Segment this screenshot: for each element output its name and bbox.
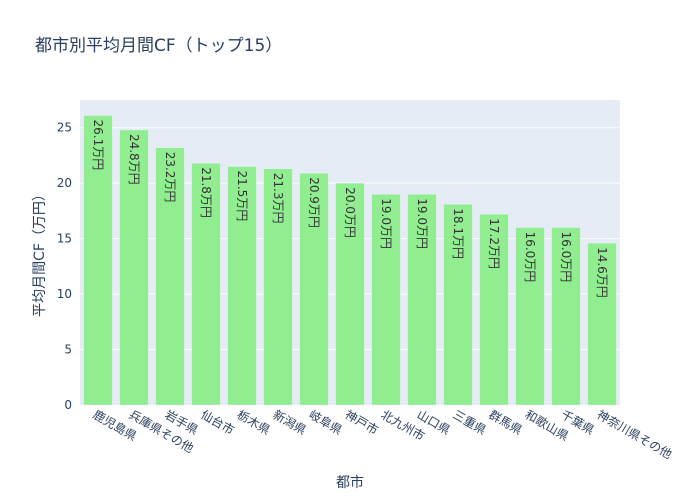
bar[interactable] [587,242,617,406]
bar-data-label: 26.1万円 [91,120,105,171]
bar[interactable] [191,162,221,406]
bar-data-label: 20.0万円 [343,187,357,238]
x-tick-label: 神戸市 [343,407,382,438]
x-tick-label: 神奈川県その他 [595,407,675,461]
bar-data-label: 14.6万円 [595,247,609,298]
x-axis-title: 都市 [336,474,364,491]
bar-data-label: 17.2万円 [487,218,501,269]
bar-data-label: 21.3万円 [271,173,285,224]
bar[interactable] [227,166,257,406]
bar-data-label: 21.5万円 [235,171,249,222]
x-tick-label: 新潟県 [271,407,310,438]
bar[interactable] [551,227,581,406]
x-tick-label: 岐阜県 [307,407,345,437]
bar[interactable] [155,147,185,406]
bar[interactable] [407,194,437,406]
bar[interactable] [443,204,473,406]
x-tick-label: 三重県 [451,407,489,437]
x-tick-label: 栃木県 [235,407,273,437]
bar-data-label: 18.1万円 [451,208,465,259]
y-tick-label: 10 [57,287,72,301]
bar-data-label: 20.9万円 [307,177,321,228]
bar-data-label: 16.0万円 [559,232,573,283]
bar-data-label: 24.8万円 [127,134,141,185]
y-tick-label: 25 [57,121,72,135]
y-tick-label: 5 [64,343,72,357]
y-tick-label: 15 [57,232,72,246]
y-tick-label: 20 [57,176,72,190]
y-tick-label: 0 [64,398,72,412]
y-axis-title: 平均月間CF（万円） [32,187,48,317]
bar-data-label: 23.2万円 [163,152,177,203]
bar[interactable] [479,213,509,406]
bar-data-label: 16.0万円 [523,232,537,283]
bar-data-label: 19.0万円 [415,198,429,249]
bar[interactable] [515,227,545,406]
bar-data-label: 21.8万円 [199,167,213,218]
x-tick-label: 仙台市 [199,407,238,438]
bar[interactable] [335,182,365,406]
bar[interactable] [119,129,149,406]
chart-title: 都市別平均月間CF（トップ15） [35,36,282,56]
bar-data-label: 19.0万円 [379,198,393,249]
bar[interactable] [299,172,329,406]
bar[interactable] [263,168,293,406]
x-tick-label: 群馬県 [487,407,525,437]
bar[interactable] [83,115,113,406]
bar[interactable] [371,194,401,406]
